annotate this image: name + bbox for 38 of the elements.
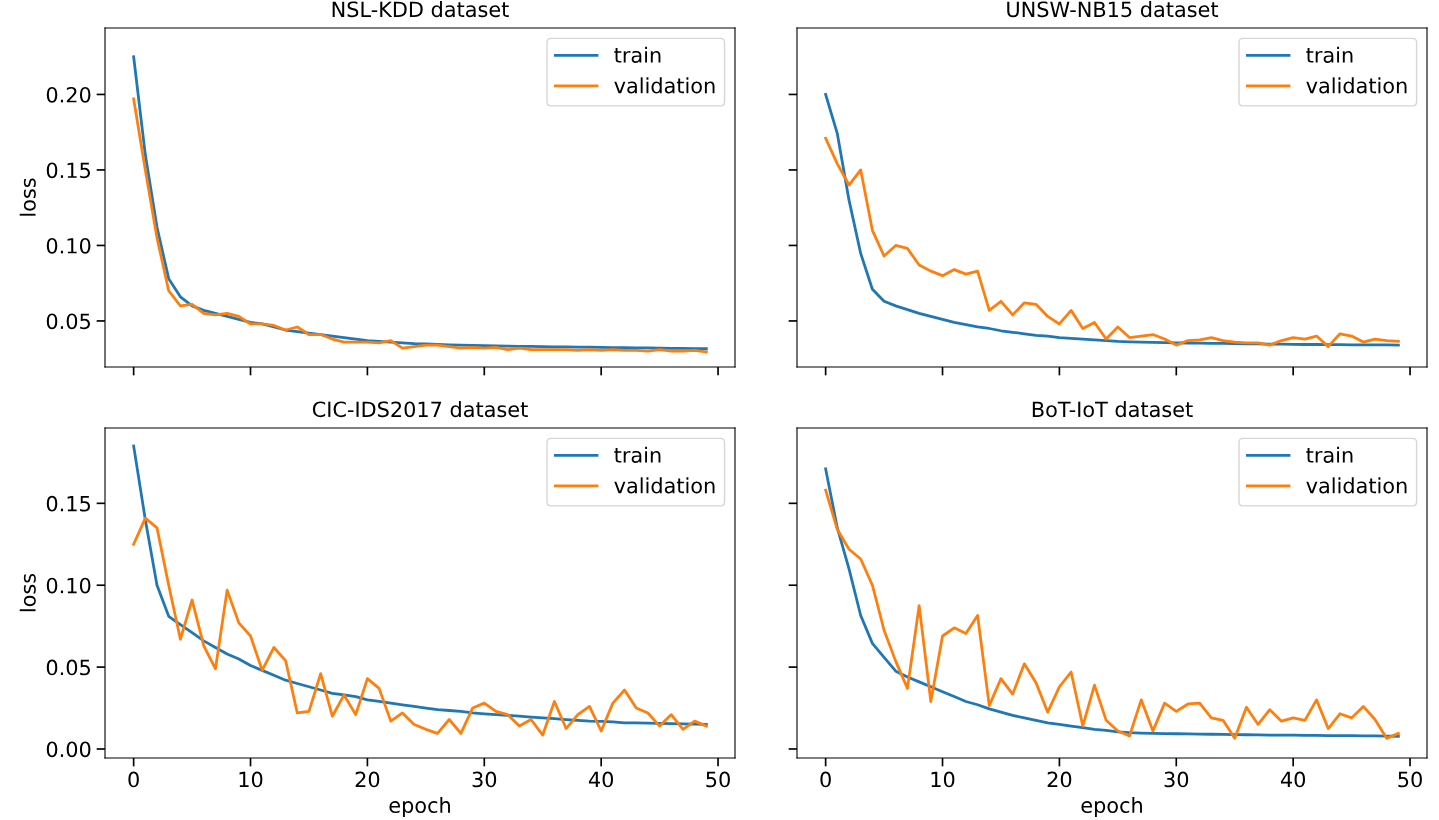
chart-title: NSL-KDD dataset [332,1,509,18]
x-tick-label: 50 [706,771,730,788]
y-tick-label: 0.05 [46,659,90,676]
x-axis-title: epoch [1081,796,1142,818]
y-tick-label: 0.05 [46,313,90,330]
y-axis-title: loss [19,178,36,216]
chart-title: BoT-IoT dataset [1032,401,1193,418]
x-tick-label: 10 [931,771,955,788]
x-tick-label: 40 [588,771,614,788]
y-tick-label: 0.00 [46,741,91,758]
x-tick-label: 40 [1280,771,1306,788]
line-series [132,516,708,737]
legend-label: train [614,446,661,463]
x-tick-label: 20 [1047,771,1072,788]
legend-label: train [1306,446,1353,463]
x-tick-label: 0 [820,771,831,788]
chart-title: CIC-IDS2017 dataset [312,401,528,418]
x-tick-label: 30 [1164,771,1189,788]
y-tick-label: 0.10 [46,237,91,254]
legend-label: validation [1306,477,1407,494]
chart-title: UNSW-NB15 dataset [1007,1,1219,18]
x-tick-label: 0 [128,771,139,788]
x-tick-label: 20 [355,771,380,788]
y-tick-label: 0.15 [46,162,90,179]
legend-label: train [1306,46,1353,63]
y-tick-label: 0.15 [46,495,90,512]
x-tick-label: 30 [472,771,497,788]
y-tick-label: 0.10 [46,577,91,594]
x-tick-label: 50 [1398,771,1422,788]
x-axis-title: epoch [389,796,450,818]
line-series [132,97,708,354]
x-tick-label: 10 [239,771,263,788]
legend-label: validation [614,477,715,494]
legend-label: validation [614,77,715,94]
y-tick-label: 0.20 [46,86,91,103]
legend-label: validation [1306,77,1407,94]
y-axis-title: loss [19,573,36,612]
legend-label: train [614,46,661,63]
